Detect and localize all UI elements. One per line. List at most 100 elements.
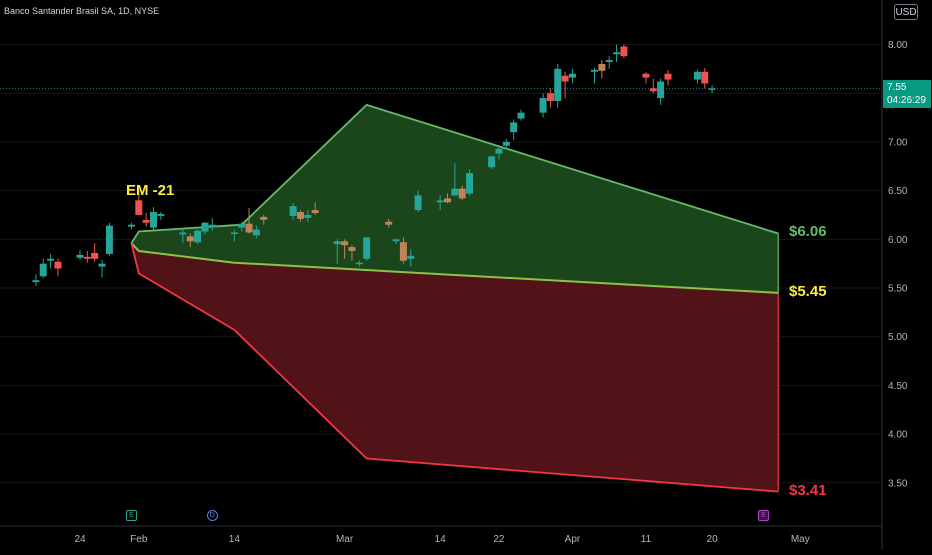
candle-body — [83, 256, 91, 259]
x-tick-label: Feb — [130, 534, 148, 545]
upper-target-label: $6.06 — [789, 223, 827, 241]
candle-body — [414, 195, 422, 211]
candle-body — [436, 200, 444, 203]
candle-body — [150, 212, 157, 228]
expected-move-label: EM -21 — [126, 182, 175, 199]
y-tick-label: 5.00 — [888, 332, 908, 343]
y-tick-label: 6.00 — [888, 235, 908, 246]
candle-body — [363, 237, 371, 259]
x-tick-label: 24 — [74, 534, 86, 545]
expected-move-zones — [130, 103, 779, 493]
y-tick-label: 4.50 — [888, 381, 908, 392]
lower-zone-fill — [131, 243, 779, 492]
candle-body — [289, 206, 297, 216]
candle-body — [230, 232, 238, 234]
candle-body — [642, 73, 650, 78]
candle-body — [561, 75, 569, 82]
candle-body — [333, 241, 341, 245]
candle-body — [208, 224, 216, 228]
candle-body — [701, 71, 709, 84]
candle-body — [568, 73, 576, 78]
candle-body — [407, 255, 415, 259]
candle-body — [605, 60, 613, 63]
mid-boundary-line — [130, 242, 779, 294]
lower-boundary-line — [130, 242, 779, 493]
candle-body — [495, 148, 503, 154]
candle-body — [458, 188, 466, 199]
candle-body — [399, 242, 407, 261]
candle-body — [591, 69, 598, 72]
x-tick-label: 11 — [641, 534, 652, 545]
candle-body — [517, 112, 525, 119]
mid-target-label: $5.45 — [789, 282, 827, 300]
candle-body — [297, 212, 304, 219]
candle-body — [488, 156, 496, 168]
candle-body — [157, 213, 165, 216]
upcoming-earnings-event-icon[interactable]: E — [758, 510, 770, 521]
y-tick-label: 8.00 — [888, 40, 908, 51]
y-tick-label: 3.50 — [888, 478, 908, 489]
candle-body — [664, 73, 672, 80]
candle-body — [47, 258, 55, 261]
candle-body — [613, 52, 621, 55]
currency-button[interactable]: USD — [894, 4, 918, 20]
candles — [32, 44, 716, 287]
candle-body — [54, 261, 62, 269]
candle-body — [245, 223, 253, 233]
candle-body — [186, 236, 194, 242]
candle-body — [466, 173, 474, 194]
y-tick-label: 6.50 — [888, 186, 908, 197]
candle-body — [502, 141, 510, 146]
candle-body — [127, 224, 135, 227]
axes: 3.504.004.505.005.506.006.507.007.508.00… — [0, 0, 908, 550]
candle-body — [39, 263, 47, 277]
candle-body — [194, 230, 202, 243]
x-tick-label: May — [791, 534, 810, 545]
x-tick-label: 20 — [707, 534, 719, 545]
candle-body — [201, 222, 209, 232]
candle-body — [105, 225, 113, 254]
candle-body — [76, 254, 84, 258]
candle-body — [260, 216, 268, 220]
x-tick-label: 22 — [493, 534, 505, 545]
candle-body — [546, 93, 554, 101]
candle-body — [238, 223, 246, 228]
symbol-title: Banco Santander Brasil SA, 1D, NYSE — [4, 6, 160, 16]
candle-body — [451, 188, 459, 196]
candle-body — [32, 280, 40, 283]
upper-zone-fill — [131, 104, 779, 293]
candle-body — [444, 198, 451, 203]
x-tick-label: Mar — [336, 534, 354, 545]
dividend-event-icon[interactable]: D — [206, 510, 218, 521]
candle-body — [348, 247, 356, 251]
candle-body — [304, 214, 312, 218]
candle-body — [311, 210, 319, 214]
candle-body — [341, 241, 349, 246]
candle-body — [539, 98, 547, 113]
candle-body — [355, 262, 363, 265]
candle-body — [179, 232, 187, 235]
x-tick-label: 14 — [229, 534, 241, 545]
candle-body — [142, 219, 150, 223]
candle-body — [554, 68, 562, 101]
candle-body — [91, 252, 99, 259]
candle-body — [657, 81, 665, 99]
y-tick-label: 4.00 — [888, 430, 908, 441]
candle-body — [252, 229, 260, 236]
candle-body — [693, 71, 701, 80]
lower-target-label: $3.41 — [789, 481, 827, 499]
candle-body — [510, 122, 518, 133]
candle-body — [598, 63, 606, 71]
last-price-tag: 7.55 04:26:29 — [883, 80, 931, 109]
bar-countdown: 04:26:29 — [887, 95, 926, 107]
candle-body — [649, 88, 657, 92]
x-tick-label: 14 — [435, 534, 447, 545]
candle-body — [135, 200, 143, 215]
x-tick-label: Apr — [565, 534, 581, 545]
last-price-value: 7.55 — [887, 82, 907, 94]
candle-body — [620, 46, 628, 57]
earnings-event-icon[interactable]: E — [125, 510, 137, 521]
candle-body — [708, 88, 716, 90]
